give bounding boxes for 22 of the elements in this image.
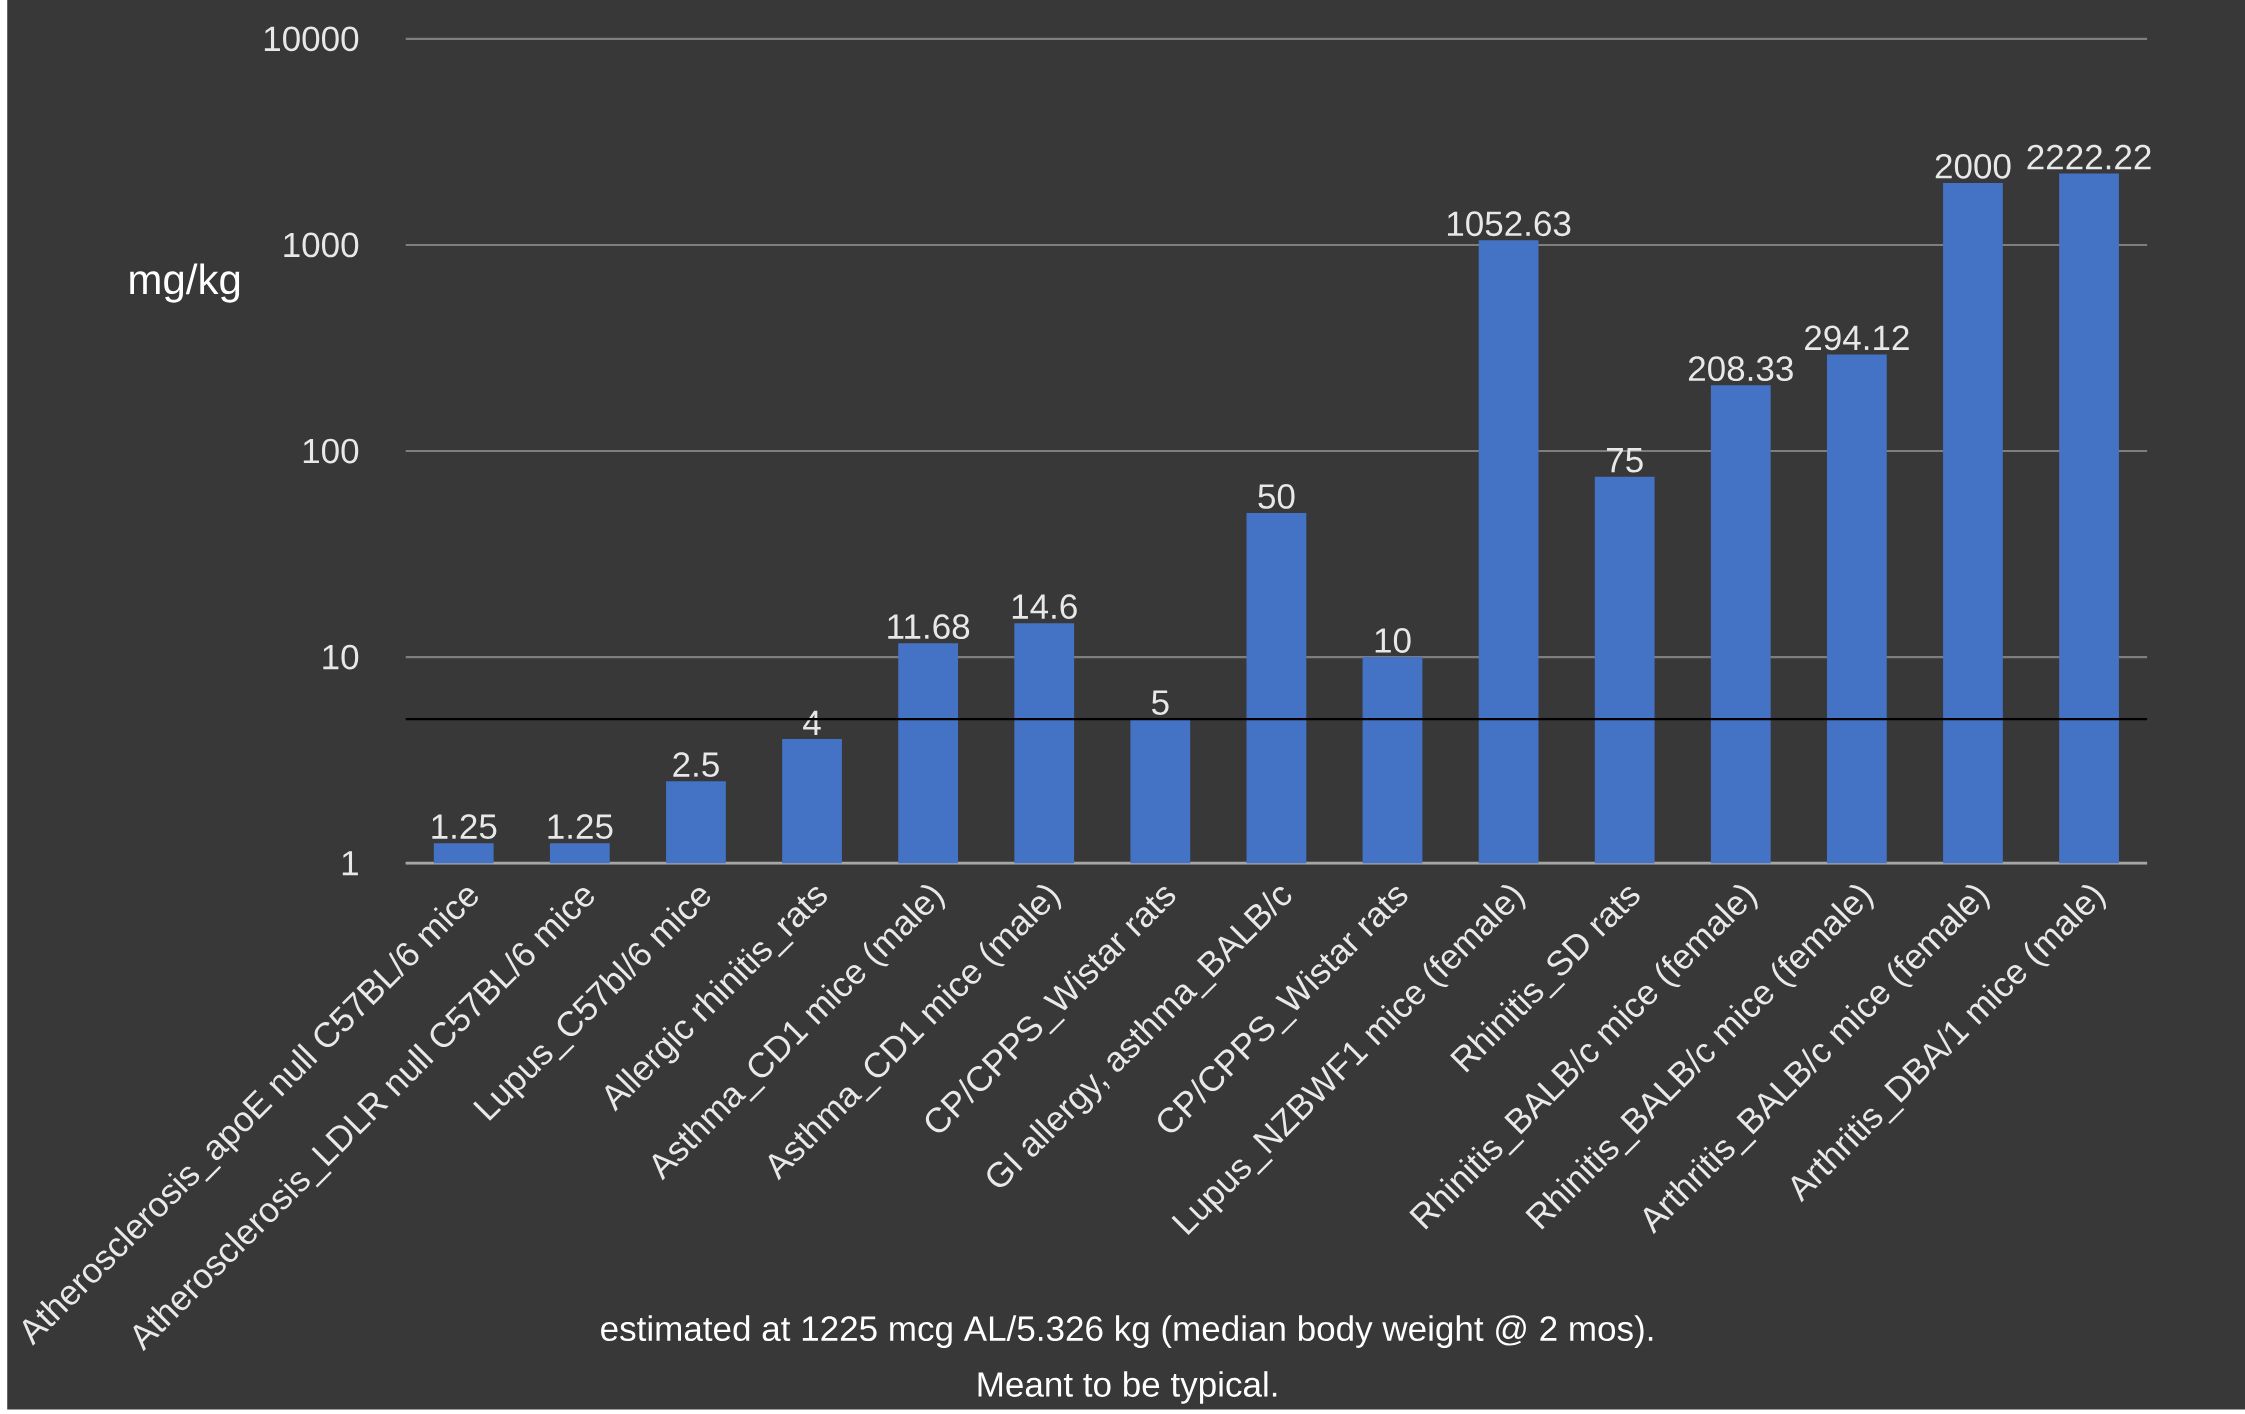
y-tick-label: 1 (342, 850, 358, 876)
data-label: 208.33 (1688, 356, 1793, 381)
y-tick-label: 1000 (284, 232, 359, 258)
data-label: 2.5 (673, 752, 719, 777)
data-label: 1.25 (432, 814, 497, 839)
data-label: 75 (1607, 447, 1643, 473)
data-label: 10 (1375, 627, 1411, 653)
y-axis-title: mg/kg (130, 263, 240, 303)
data-label: 2000 (1935, 153, 2011, 179)
y-tick-label: 100 (303, 438, 359, 464)
data-label: 11.68 (888, 614, 970, 639)
text: estimated at 1225 mcg AL/5.326 kg (median body weight @ 2 mos). (601, 1315, 1653, 1348)
data-label: 5 (1152, 690, 1169, 715)
y-tick-label: 10000 (264, 26, 359, 52)
data-label: 50 (1258, 483, 1295, 509)
data-label: 294.12 (1805, 325, 1909, 351)
text: Meant to be typical. (978, 1371, 1277, 1404)
data-label: 14.6 (1012, 594, 1077, 619)
data-label: 2222.22 (2027, 144, 2151, 170)
data-label: 1.25 (548, 814, 613, 839)
data-label: 1052.63 (1447, 211, 1571, 236)
y-tick-label: 10 (323, 644, 359, 670)
